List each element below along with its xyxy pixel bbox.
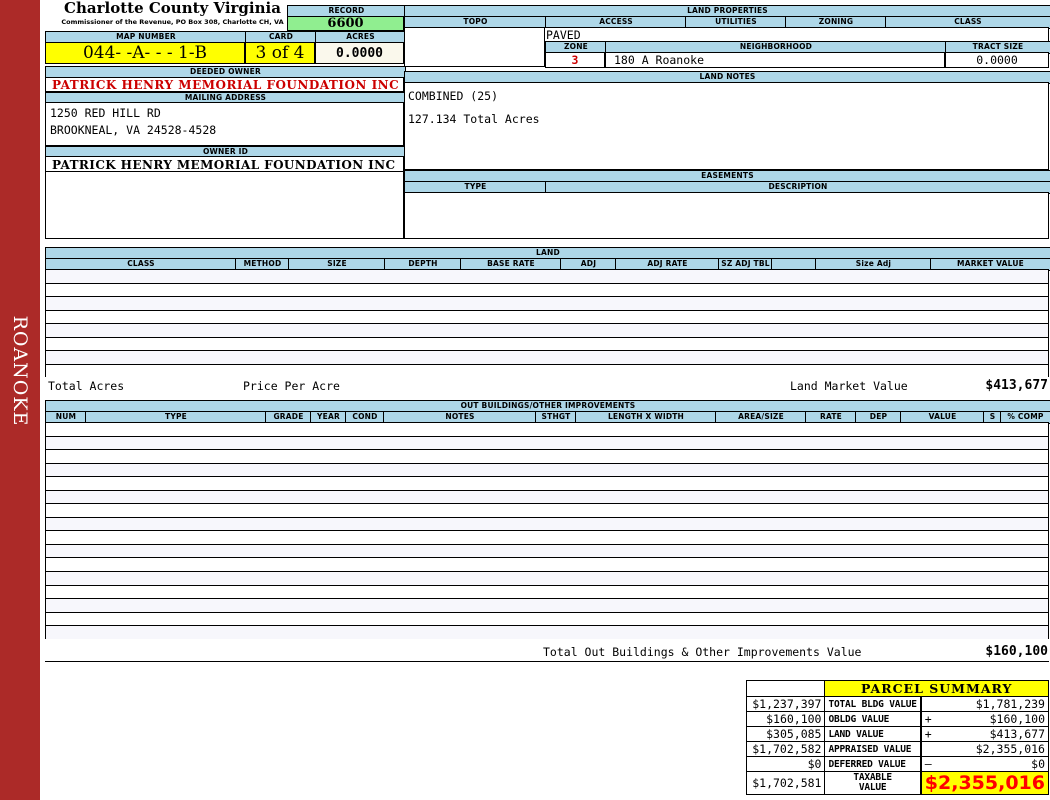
total-bldg-value-current: $1,781,239	[919, 696, 1049, 712]
sidebar-band-label: ROANOKE	[9, 315, 31, 427]
deferred-value-previous: $0	[745, 756, 826, 772]
parcel-summary-title-row: PARCEL SUMMARY	[745, 680, 1049, 697]
deferred-value-current: – $0	[919, 756, 1049, 772]
land-row[interactable]	[46, 296, 1048, 310]
out-building-row[interactable]	[46, 449, 1048, 463]
obldg-value-previous: $160,100	[745, 711, 826, 727]
appraised-value-amount: $2,355,016	[975, 742, 1045, 756]
price-per-acre-label: Price Per Acre	[243, 379, 340, 393]
out-buildings-rows-area	[45, 422, 1049, 639]
parcel-summary-row: $1,702,582 APPRAISED VALUE $2,355,016	[745, 741, 1049, 757]
out-building-row[interactable]	[46, 530, 1048, 544]
out-building-row[interactable]	[46, 435, 1048, 450]
obldg-value-sign: +	[924, 712, 932, 726]
out-building-row[interactable]	[46, 489, 1048, 504]
land-properties-access-value: PAVED	[546, 28, 581, 42]
land-row[interactable]	[46, 336, 1048, 350]
out-buildings-total-divider	[45, 661, 1049, 662]
out-building-row[interactable]	[46, 557, 1048, 572]
out-building-row[interactable]	[46, 543, 1048, 558]
land-rows-area	[45, 269, 1049, 377]
out-building-row[interactable]	[46, 422, 1048, 436]
deferred-value-label: DEFERRED VALUE	[824, 756, 922, 772]
parcel-summary-row: $160,100 OBLDG VALUE + $160,100	[745, 711, 1049, 727]
land-row[interactable]	[46, 309, 1048, 323]
acres-value: 0.0000	[315, 42, 404, 64]
tract-size-value: 0.0000	[945, 52, 1049, 68]
deeded-owner-value: PATRICK HENRY MEMORIAL FOUNDATION INC	[45, 77, 404, 92]
land-notes-line-3: 127.134 Total Acres	[408, 112, 540, 126]
taxable-value-amount: $2,355,016	[919, 771, 1049, 795]
land-row[interactable]	[46, 363, 1048, 377]
map-number-value: 044- -A- - - 1-B	[45, 42, 245, 64]
parcel-summary-blank-cell	[745, 680, 826, 697]
land-row[interactable]	[46, 323, 1048, 337]
land-market-value: $413,677	[985, 378, 1048, 393]
address-line-3: BROOKNEAL, VA 24528-4528	[50, 123, 217, 137]
deferred-value-amount: $0	[1031, 757, 1045, 771]
owner-blank-area	[45, 172, 404, 239]
taxable-value-label: TAXABLE VALUE	[824, 771, 922, 795]
easements-rows-area	[404, 192, 1049, 239]
out-building-row[interactable]	[46, 611, 1048, 626]
taxable-value-previous: $1,702,581	[745, 771, 826, 795]
out-buildings-total-value: $160,100	[985, 644, 1048, 659]
out-building-row[interactable]	[46, 476, 1048, 490]
obldg-value-amount: $160,100	[989, 712, 1045, 726]
parcel-summary: PARCEL SUMMARY $1,237,397 TOTAL BLDG VAL…	[745, 680, 1049, 798]
land-row[interactable]	[46, 282, 1048, 296]
land-value-sign: +	[924, 727, 932, 741]
deferred-value-sign: –	[924, 757, 932, 771]
land-value-previous: $305,085	[745, 726, 826, 742]
out-building-row[interactable]	[46, 625, 1048, 639]
land-row[interactable]	[46, 350, 1048, 364]
out-building-row[interactable]	[46, 516, 1048, 531]
parcel-summary-title: PARCEL SUMMARY	[824, 680, 1049, 697]
obldg-value-current: + $160,100	[919, 711, 1049, 727]
land-value-amount: $413,677	[989, 727, 1045, 741]
out-building-row[interactable]	[46, 598, 1048, 612]
card-value: 3 of 4	[245, 42, 315, 64]
land-market-value-label: Land Market Value	[790, 379, 908, 393]
sidebar-band: ROANOKE	[0, 0, 40, 800]
land-properties-topo-cell	[404, 27, 545, 67]
out-building-row[interactable]	[46, 571, 1048, 585]
appraised-value-label: APPRAISED VALUE	[824, 741, 922, 757]
parcel-summary-row: $1,237,397 TOTAL BLDG VALUE $1,781,239	[745, 696, 1049, 712]
obldg-value-label: OBLDG VALUE	[824, 711, 922, 727]
parcel-summary-table: PARCEL SUMMARY $1,237,397 TOTAL BLDG VAL…	[745, 680, 1049, 795]
out-buildings-total-label: Total Out Buildings & Other Improvements…	[543, 645, 862, 659]
neighborhood-value: 180 A Roanoke	[605, 52, 945, 68]
taxable-label-line-1: TAXABLE	[853, 772, 892, 783]
land-row[interactable]	[46, 269, 1048, 283]
zone-value: 3	[545, 52, 605, 68]
record-value: 6600	[287, 16, 404, 31]
land-notes-line-1: COMBINED (25)	[408, 89, 499, 103]
owner-id-value: PATRICK HENRY MEMORIAL FOUNDATION INC	[45, 156, 404, 172]
appraised-value-current: $2,355,016	[919, 741, 1049, 757]
parcel-summary-row: $0 DEFERRED VALUE – $0	[745, 756, 1049, 772]
out-building-row[interactable]	[46, 462, 1048, 477]
land-notes-box: COMBINED (25) 127.134 Total Acres	[404, 82, 1049, 170]
land-value-current: + $413,677	[919, 726, 1049, 742]
parcel-summary-row: $305,085 LAND VALUE + $413,677	[745, 726, 1049, 742]
mailing-address-box: 1250 RED HILL RD BROOKNEAL, VA 24528-452…	[45, 102, 404, 146]
parcel-summary-taxable-row: $1,702,581 TAXABLE VALUE $2,355,016	[745, 771, 1049, 795]
total-bldg-value-previous: $1,237,397	[745, 696, 826, 712]
page-title: Charlotte County Virginia	[64, 0, 281, 17]
total-acres-label: Total Acres	[48, 379, 125, 393]
appraised-value-previous: $1,702,582	[745, 741, 826, 757]
total-bldg-value-amount: $1,781,239	[975, 697, 1045, 711]
out-building-row[interactable]	[46, 584, 1048, 599]
taxable-label-line-2: VALUE	[858, 782, 887, 793]
address-line-1: 1250 RED HILL RD	[50, 106, 161, 120]
total-bldg-value-label: TOTAL BLDG VALUE	[824, 696, 922, 712]
land-value-label: LAND VALUE	[824, 726, 922, 742]
page-subtitle: Commissioner of the Revenue, PO Box 308,…	[61, 18, 284, 26]
out-building-row[interactable]	[46, 503, 1048, 517]
